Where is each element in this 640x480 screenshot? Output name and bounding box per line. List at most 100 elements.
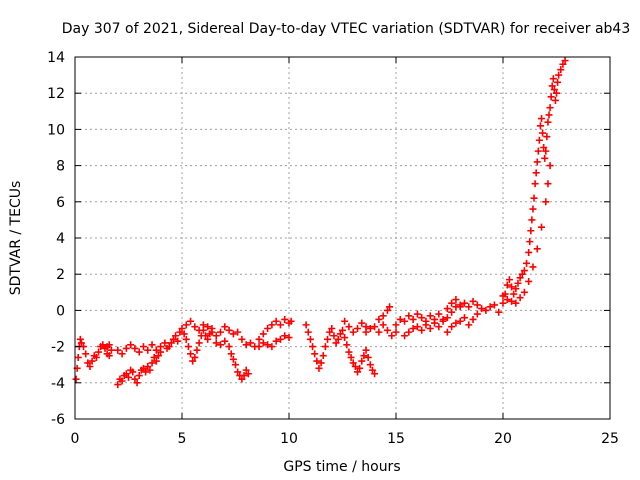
data-point <box>135 348 143 356</box>
data-point <box>127 341 135 349</box>
data-point <box>548 82 556 90</box>
data-point <box>343 341 351 349</box>
data-point <box>324 335 332 343</box>
data-point <box>358 319 366 327</box>
data-point <box>88 357 96 365</box>
data-point <box>401 332 409 340</box>
data-point <box>525 248 533 256</box>
data-point <box>157 343 165 351</box>
data-point <box>272 337 280 345</box>
data-point <box>259 339 267 347</box>
data-point <box>315 364 323 372</box>
data-point <box>152 357 160 365</box>
data-point <box>150 353 158 361</box>
data-point <box>396 315 404 323</box>
data-point <box>530 194 538 202</box>
data-point <box>180 330 188 338</box>
data-point <box>152 346 160 354</box>
y-tick-label: 12 <box>47 86 65 102</box>
data-point <box>184 343 192 351</box>
data-point <box>546 162 554 170</box>
data-point <box>452 303 460 311</box>
data-point <box>135 372 143 380</box>
data-point <box>341 334 349 342</box>
data-point <box>539 129 547 137</box>
data-point <box>313 357 321 365</box>
data-point <box>527 227 535 235</box>
y-tick-label: -4 <box>51 376 65 392</box>
data-point <box>431 319 439 327</box>
data-point <box>169 335 177 343</box>
data-point <box>255 335 263 343</box>
data-point <box>165 343 173 351</box>
y-tick-label: 10 <box>47 122 65 138</box>
data-point <box>418 314 426 322</box>
y-tick-label: 6 <box>56 195 65 211</box>
data-point <box>321 343 329 351</box>
data-point <box>285 334 293 342</box>
y-tick-label: 8 <box>56 159 65 175</box>
data-point <box>435 310 443 318</box>
data-point <box>362 323 370 331</box>
data-point <box>242 366 250 374</box>
data-point <box>326 328 334 336</box>
chart-title: Day 307 of 2021, Sidereal Day-to-day VTE… <box>62 21 631 37</box>
data-point <box>561 57 569 65</box>
data-point <box>443 305 451 313</box>
data-point <box>240 372 248 380</box>
data-point <box>129 368 137 376</box>
data-point <box>550 86 558 94</box>
data-point <box>144 363 152 371</box>
data-point <box>426 325 434 332</box>
data-point <box>189 357 197 365</box>
data-point <box>358 357 366 365</box>
y-tick-label: -6 <box>51 412 65 428</box>
data-point <box>448 308 456 316</box>
data-point <box>523 259 531 267</box>
data-point <box>225 326 233 334</box>
x-tick-label: 10 <box>280 431 298 447</box>
data-point <box>229 330 237 338</box>
data-point <box>234 368 242 376</box>
data-point <box>229 355 237 363</box>
data-point <box>144 346 152 354</box>
data-point <box>139 364 147 372</box>
data-point <box>452 296 460 304</box>
data-point <box>383 326 391 334</box>
data-point <box>306 335 314 343</box>
data-point <box>118 377 126 385</box>
data-point <box>154 352 162 360</box>
data-point <box>405 328 413 336</box>
data-point <box>366 361 374 369</box>
data-point <box>546 104 554 112</box>
y-tick-label: -2 <box>51 340 65 356</box>
data-point <box>544 180 552 188</box>
data-point <box>264 325 272 332</box>
data-point <box>77 339 85 347</box>
data-point <box>272 317 280 325</box>
data-point <box>264 341 272 349</box>
data-point <box>204 323 212 331</box>
data-point <box>525 277 533 285</box>
data-point <box>217 328 225 336</box>
data-point <box>469 297 477 305</box>
data-point <box>510 290 518 298</box>
data-point <box>413 323 421 331</box>
data-point <box>328 325 336 332</box>
data-point <box>142 368 150 376</box>
data-point <box>139 343 147 351</box>
data-point <box>386 303 394 311</box>
data-point <box>193 346 201 354</box>
x-tick-label: 25 <box>601 431 619 447</box>
data-point <box>212 332 220 340</box>
data-point <box>405 312 413 320</box>
data-point <box>182 321 190 329</box>
data-point <box>319 352 327 360</box>
y-tick-label: 14 <box>47 50 65 66</box>
data-point <box>465 321 473 329</box>
data-point <box>512 299 520 307</box>
data-point <box>238 375 246 383</box>
data-point <box>516 274 524 282</box>
data-point <box>401 317 409 325</box>
data-point <box>392 321 400 329</box>
